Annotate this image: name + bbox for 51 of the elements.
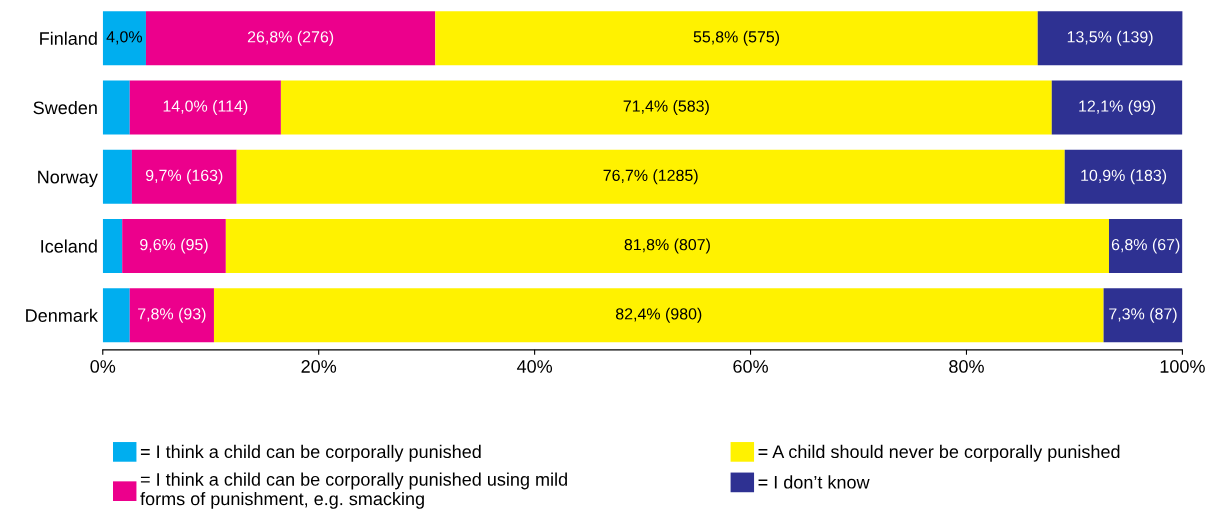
bar — [129, 288, 214, 343]
data-label: 82,4% (980) — [615, 307, 702, 323]
x-tick-label: 40% — [516, 360, 553, 373]
bar — [122, 218, 226, 273]
bar — [435, 11, 1038, 66]
data-label: 76,7% (1285) — [603, 169, 698, 185]
data-label: 9,6% (95) — [140, 238, 208, 254]
legend-label: = I think a child can be corporally punished using mild forms of punishment, e.g. smacking — [140, 472, 567, 509]
y-tick-label: Sweden — [33, 100, 97, 115]
legend-label: = I don’t know — [758, 475, 870, 489]
data-label: 12,1% (99) — [1079, 100, 1156, 115]
bar — [131, 149, 237, 204]
bar — [102, 288, 130, 343]
bar — [1037, 11, 1183, 66]
bar — [1103, 288, 1183, 343]
bar — [102, 80, 130, 135]
y-tick-label: Norway — [38, 170, 98, 188]
y-tick-label: Finland — [40, 31, 97, 45]
bar — [102, 149, 132, 204]
bar — [1108, 218, 1183, 273]
data-label: 55,8% (575) — [693, 30, 780, 46]
data-label: 6,8% (67) — [1111, 238, 1180, 254]
bar — [145, 11, 436, 66]
y-tick-label: Iceland — [41, 239, 97, 253]
data-label: 81,8% (807) — [624, 238, 710, 254]
y-tick-label: Denmark — [26, 308, 98, 322]
data-label: 4,0% — [106, 31, 142, 45]
data-label: 14,0% (114) — [163, 100, 248, 115]
data-label: 71,4% (583) — [623, 100, 709, 115]
bar — [1064, 149, 1183, 204]
bar — [225, 218, 1109, 273]
data-label: 7,8% (93) — [138, 307, 206, 323]
bar — [280, 80, 1052, 135]
x-tick-label: 60% — [733, 360, 768, 373]
x-tick-label: 0% — [90, 360, 116, 373]
data-label: 26,8% (276) — [247, 30, 334, 46]
x-tick-label: 20% — [301, 360, 337, 373]
data-label: 7,3% (87) — [1109, 307, 1177, 323]
bar — [236, 149, 1065, 204]
x-tick-label: 80% — [949, 360, 984, 373]
legend-label: = I think a child can be corporally punished — [140, 444, 481, 462]
bar — [129, 80, 281, 135]
legend-label: = A child should never be corporally punished — [758, 444, 1120, 462]
bar — [102, 11, 146, 66]
data-label: 10,9% (183) — [1081, 169, 1167, 185]
bar — [1051, 80, 1183, 135]
bar — [213, 288, 1104, 343]
x-tick-label: 100% — [1160, 360, 1205, 373]
data-label: 13,5% (139) — [1067, 30, 1153, 46]
data-label: 9,7% (163) — [145, 169, 223, 185]
bar — [102, 218, 123, 273]
